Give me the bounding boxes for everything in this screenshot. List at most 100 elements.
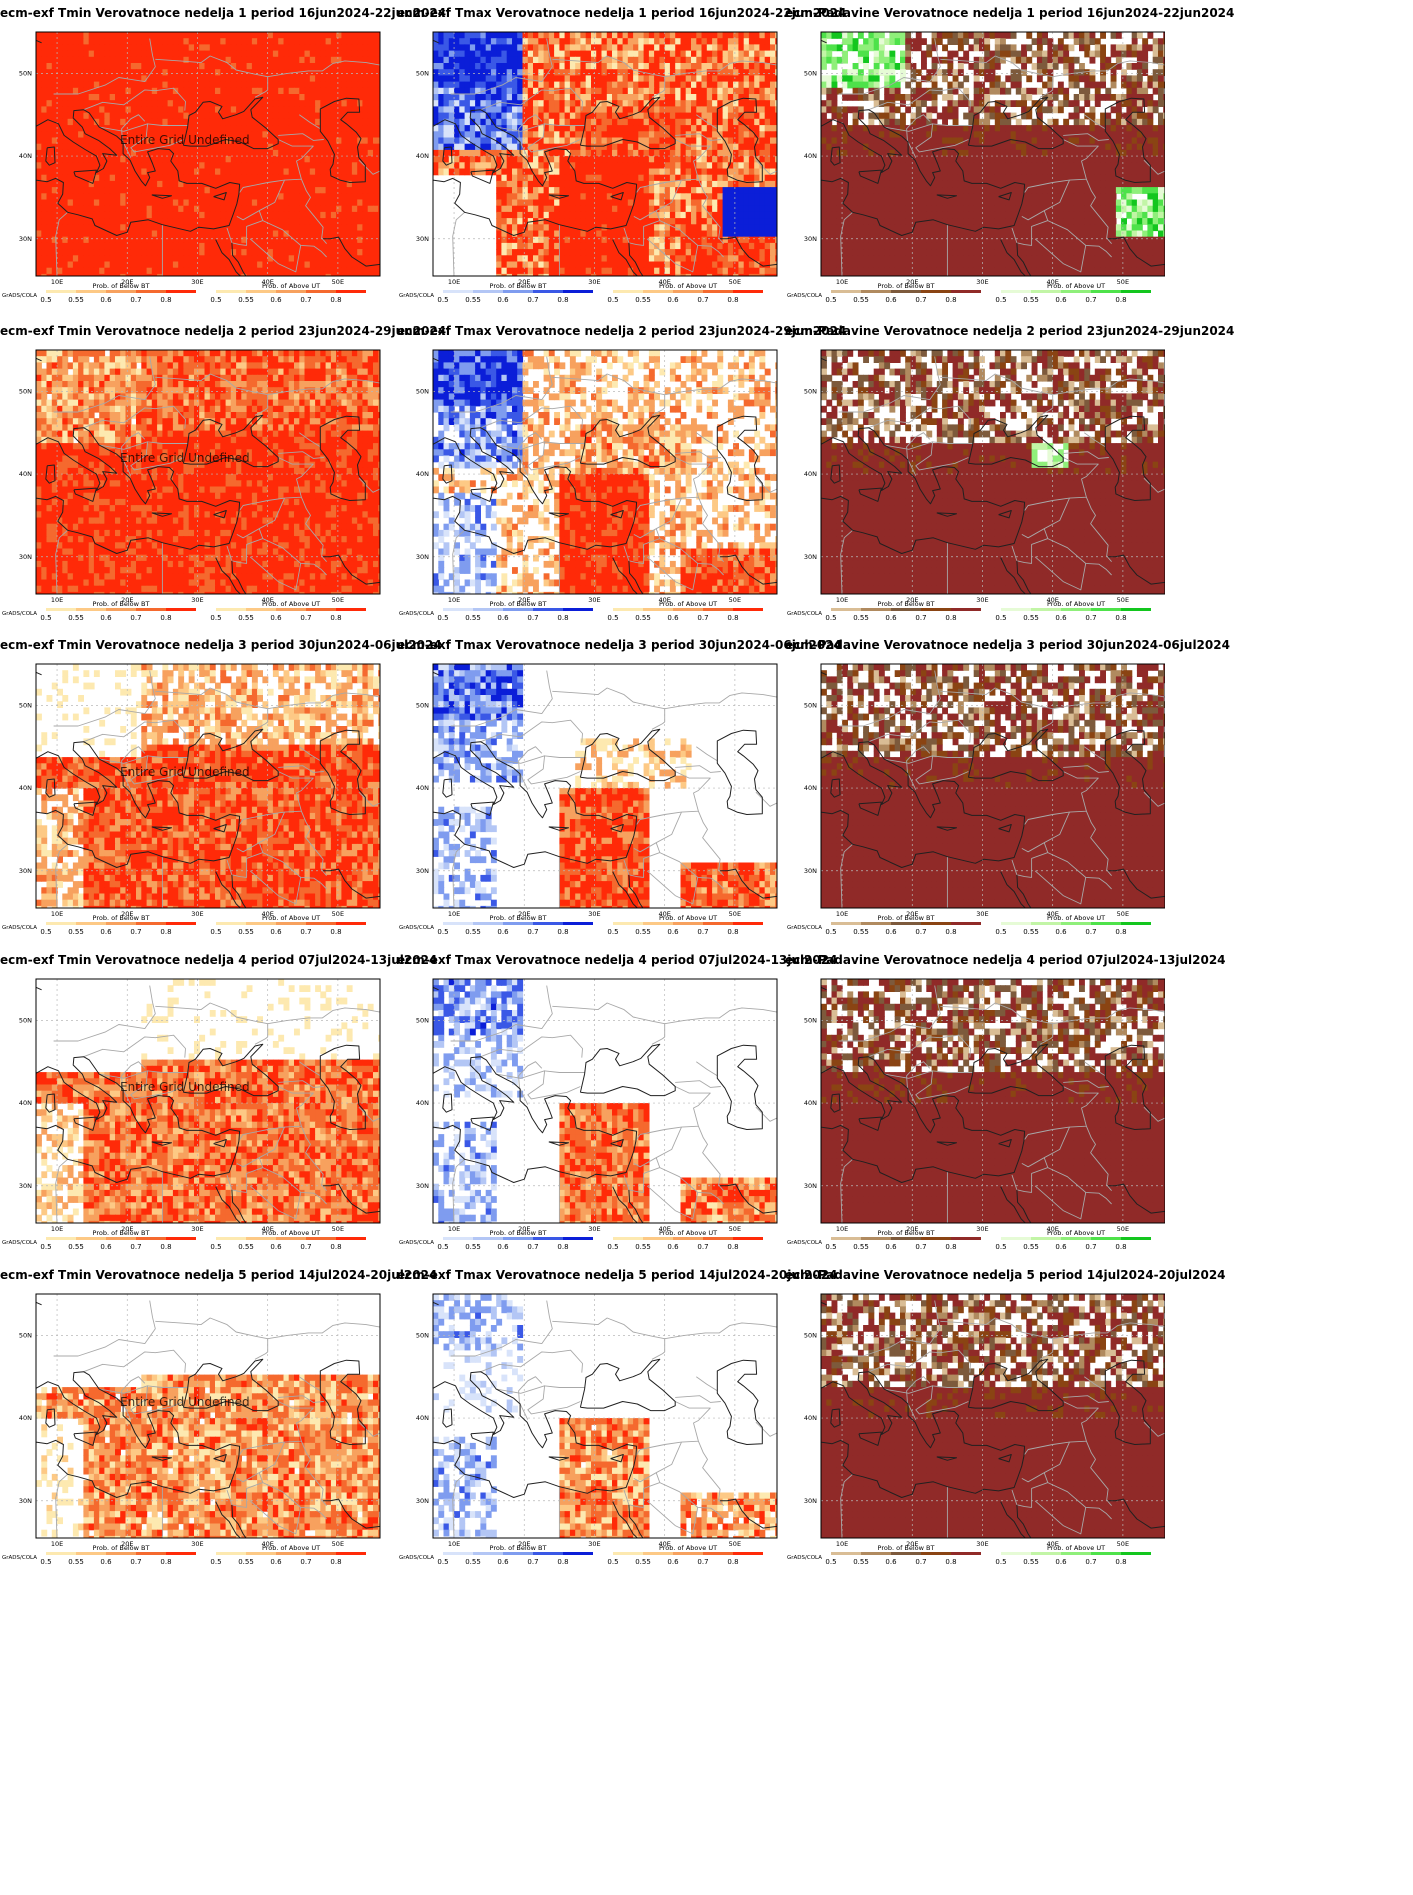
- legend-tick: 0.6: [497, 296, 509, 304]
- grads-credit: GrADS/COLA: [787, 1240, 822, 1246]
- legend-tick: 0.7: [697, 1243, 708, 1251]
- legend-tick: 0.55: [853, 1243, 869, 1251]
- lat-tick-label: 30N: [416, 553, 429, 561]
- legend-tick: 0.7: [130, 614, 141, 622]
- lat-tick-label: 40N: [19, 784, 32, 792]
- legend-title: Prob. of Above UT: [262, 1229, 320, 1237]
- map-panel-prec-week-2: ecm-Padavine Verovatnoce nedelja 2 perio…: [785, 318, 1234, 628]
- legend-swatch: [733, 922, 763, 925]
- lat-tick-label: 30N: [416, 1182, 429, 1190]
- legend-swatch: [1001, 922, 1031, 925]
- legend-title: Prob. of Above UT: [659, 914, 717, 922]
- map-panel-tmin-week-2: ecm-exf Tmin Verovatnoce nedelja 2 perio…: [0, 318, 446, 628]
- lon-tick-label: 40E: [658, 910, 670, 918]
- legend-title: Prob. of Above UT: [659, 282, 717, 290]
- probability-field: [433, 1294, 777, 1538]
- grads-credit: GrADS/COLA: [787, 293, 822, 299]
- legend-swatch: [891, 1237, 921, 1240]
- legend-swatch: [891, 922, 921, 925]
- legend-swatch: [246, 1552, 276, 1555]
- legend-swatch: [831, 608, 861, 611]
- legend-swatch: [276, 290, 306, 293]
- legend-swatch: [106, 608, 136, 611]
- legend-title: Prob. of Above UT: [1047, 282, 1105, 290]
- legend-tick: 0.6: [667, 614, 679, 622]
- lon-tick-label: 50E: [1117, 1225, 1129, 1233]
- legend-swatch: [703, 290, 733, 293]
- legend-swatch: [246, 1237, 276, 1240]
- grads-credit: GrADS/COLA: [399, 925, 434, 931]
- legend-swatch: [831, 922, 861, 925]
- legend-tick: 0.55: [465, 296, 481, 304]
- legend-swatch: [136, 290, 166, 293]
- legend-tick: 0.55: [1023, 296, 1039, 304]
- lon-tick-label: 10E: [836, 1225, 848, 1233]
- legend-swatch: [276, 608, 306, 611]
- legend-swatch: [1091, 290, 1121, 293]
- lat-tick-label: 40N: [416, 1099, 429, 1107]
- lat-tick-label: 50N: [416, 387, 429, 395]
- panel-title: ecm-exf Tmax Verovatnoce nedelja 1 perio…: [397, 6, 846, 20]
- legend-tick: 0.6: [1055, 1558, 1067, 1566]
- lat-tick-label: 50N: [804, 701, 817, 709]
- legend-above: Prob. of Above UT 0.5 0.55 0.6 0.7 0.8: [995, 1544, 1151, 1566]
- legend-swatch: [533, 1552, 563, 1555]
- legend-swatch: [1091, 608, 1121, 611]
- legend-tick: 0.7: [915, 928, 926, 936]
- legend-below: Prob. of Below BT 0.5 0.55 0.6 0.7 0.8: [437, 1544, 593, 1566]
- legend-tick: 0.7: [1085, 296, 1096, 304]
- country-borders: [450, 985, 777, 1223]
- legend-swatch: [733, 608, 763, 611]
- lon-tick-label: 50E: [332, 910, 344, 918]
- legend-swatch: [276, 1552, 306, 1555]
- legend-swatch: [46, 1237, 76, 1240]
- legend-tick: 0.55: [238, 614, 254, 622]
- legend-swatch: [166, 922, 196, 925]
- legend-tick: 0.6: [885, 1243, 897, 1251]
- legend-swatch: [643, 290, 673, 293]
- legend-swatch: [1121, 922, 1151, 925]
- probability-field: [821, 979, 1165, 1223]
- legend-swatch: [503, 1552, 533, 1555]
- lat-tick-label: 30N: [19, 553, 32, 561]
- coastlines: [433, 1301, 777, 1538]
- grads-credit: GrADS/COLA: [399, 293, 434, 299]
- legend-tick: 0.8: [727, 614, 738, 622]
- legend-tick: 0.8: [330, 296, 341, 304]
- legend-swatch: [673, 1552, 703, 1555]
- lon-tick-label: 20E: [906, 910, 918, 918]
- lat-tick-label: 40N: [416, 784, 429, 792]
- lon-tick-label: 20E: [518, 278, 530, 286]
- legend-swatch: [533, 290, 563, 293]
- country-borders: [53, 670, 380, 908]
- lon-tick-label: 50E: [1117, 278, 1129, 286]
- lon-tick-label: 50E: [729, 1225, 741, 1233]
- legend-below: Prob. of Below BT 0.5 0.55 0.6 0.7 0.8: [437, 282, 593, 304]
- coastlines: [36, 357, 380, 594]
- lon-tick-label: 20E: [518, 596, 530, 604]
- lat-tick-label: 30N: [804, 1497, 817, 1505]
- legend-tick: 0.8: [160, 1243, 171, 1251]
- legend-swatch: [306, 290, 336, 293]
- grads-credit: GrADS/COLA: [2, 925, 37, 931]
- lon-tick-label: 30E: [976, 278, 988, 286]
- lon-tick-label: 30E: [976, 910, 988, 918]
- legend-swatch: [336, 1552, 366, 1555]
- legend-swatch: [1061, 1552, 1091, 1555]
- legend-tick: 0.5: [825, 928, 836, 936]
- legend-tick: 0.7: [130, 1243, 141, 1251]
- legend-below: Prob. of Below BT 0.5 0.55 0.6 0.7 0.8: [825, 1544, 981, 1566]
- country-borders: [838, 1300, 1165, 1538]
- legend-swatch: [921, 1552, 951, 1555]
- legend-tick: 0.55: [238, 1558, 254, 1566]
- legend-tick: 0.6: [270, 296, 282, 304]
- lon-tick-label: 50E: [729, 278, 741, 286]
- legend-swatch: [106, 922, 136, 925]
- legend-above: Prob. of Above UT 0.5 0.55 0.6 0.7 0.8: [607, 1229, 763, 1251]
- legend-tick: 0.55: [238, 928, 254, 936]
- country-borders: [450, 1300, 777, 1538]
